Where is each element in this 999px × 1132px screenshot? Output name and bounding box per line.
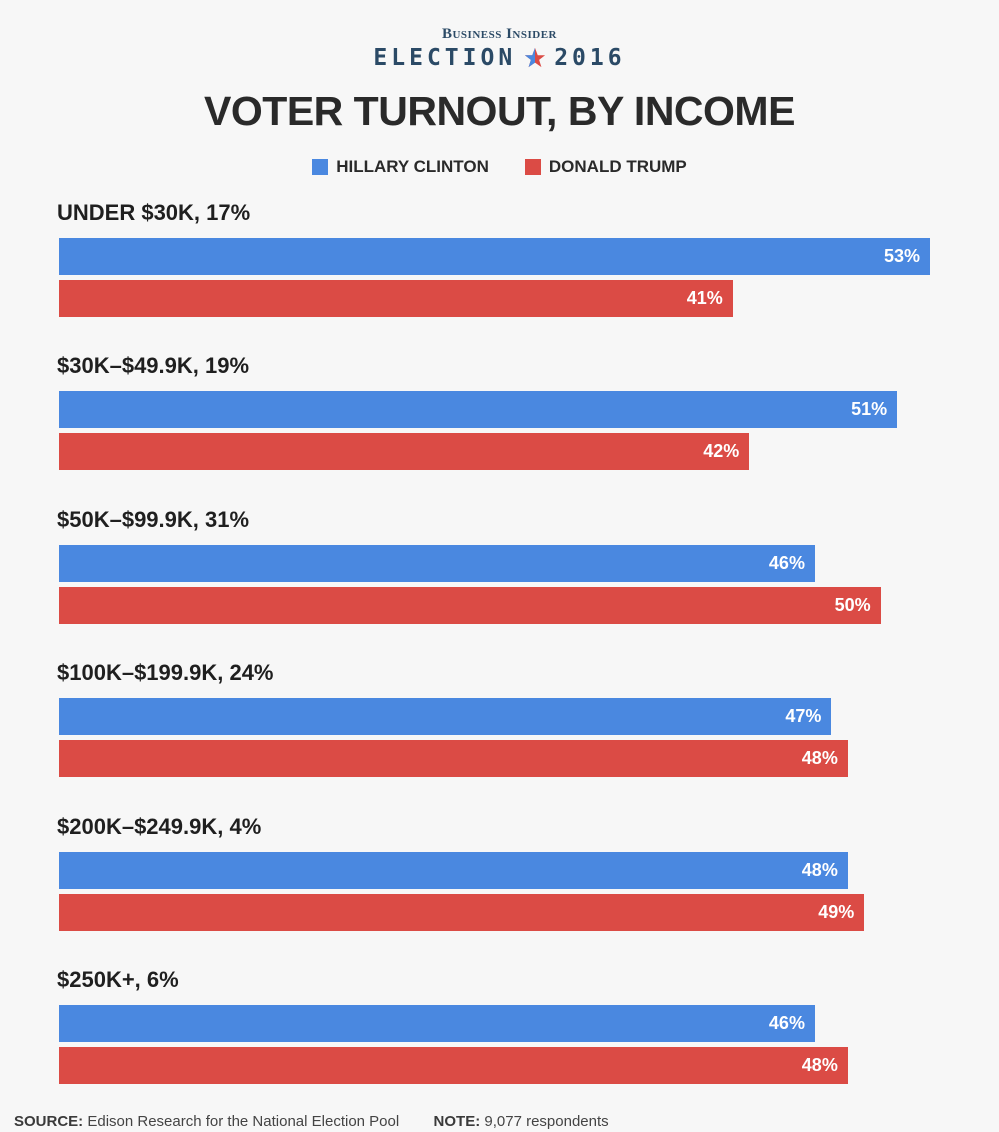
- bar-clinton: 46%: [59, 544, 815, 582]
- category-label: UNDER $30K, 17%: [57, 200, 251, 225]
- bar-value-label: 51%: [851, 399, 888, 420]
- bar-value-label: 48%: [801, 748, 838, 769]
- bar-clinton: 53%: [59, 238, 930, 275]
- legend-swatch-trump: [524, 159, 541, 175]
- bar-trump: 50%: [59, 586, 881, 624]
- category-label: $50K–$99.9K, 31%: [57, 506, 250, 532]
- bar-clinton: 46%: [59, 1005, 815, 1042]
- note-label: NOTE:: [433, 1113, 481, 1130]
- bar-value-label: 46%: [768, 552, 805, 573]
- bar-value-label: 48%: [801, 859, 838, 880]
- bar-value-label: 50%: [834, 594, 871, 615]
- legend-label-trump: DONALD TRUMP: [548, 157, 687, 176]
- brand-election: ELECTION 2016: [0, 45, 999, 71]
- source-label: SOURCE:: [14, 1113, 84, 1130]
- category-label: $250K+, 6%: [57, 967, 179, 992]
- category-label: $30K–$49.9K, 19%: [57, 353, 250, 379]
- brand-header: Business Insider ELECTION 2016: [0, 26, 999, 71]
- category-label: $200K–$249.9K, 4%: [57, 813, 262, 839]
- source-text: Edison Research for the National Electio…: [87, 1113, 400, 1130]
- bar-value-label: 42%: [703, 441, 740, 462]
- star-icon: [525, 47, 546, 68]
- bar-value-label: 48%: [801, 1055, 838, 1075]
- category-label: $100K–$199.9K, 24%: [57, 660, 274, 686]
- bar-clinton: 47%: [59, 698, 832, 736]
- footer: SOURCE: Edison Research for the National…: [14, 1113, 609, 1130]
- bar-trump: 41%: [59, 280, 733, 317]
- bar-trump: 49%: [59, 893, 865, 931]
- note-text: 9,077 respondents: [484, 1113, 609, 1130]
- legend-label-clinton: HILLARY CLINTON: [336, 157, 489, 176]
- legend-trump: DONALD TRUMP: [524, 157, 687, 177]
- bar-clinton: 48%: [59, 851, 848, 889]
- bar-value-label: 53%: [883, 246, 920, 266]
- bar-clinton: 51%: [59, 391, 898, 429]
- bar-trump: 48%: [59, 740, 848, 778]
- brand-year: 2016: [554, 45, 626, 71]
- bar-value-label: 46%: [768, 1013, 805, 1033]
- legend-clinton: HILLARY CLINTON: [312, 157, 489, 177]
- chart-title: VOTER TURNOUT, BY INCOME: [204, 88, 795, 134]
- bar-value-label: 49%: [818, 901, 855, 922]
- bar-trump: 48%: [59, 1047, 848, 1084]
- bar-value-label: 47%: [785, 706, 822, 727]
- legend-swatch-clinton: [312, 159, 329, 175]
- bar-value-label: 41%: [686, 288, 723, 308]
- legend: HILLARY CLINTON DONALD TRUMP: [0, 157, 999, 177]
- bar-trump: 42%: [59, 433, 750, 471]
- brand-publisher: Business Insider: [441, 26, 558, 42]
- brand-election-word: ELECTION: [373, 45, 517, 71]
